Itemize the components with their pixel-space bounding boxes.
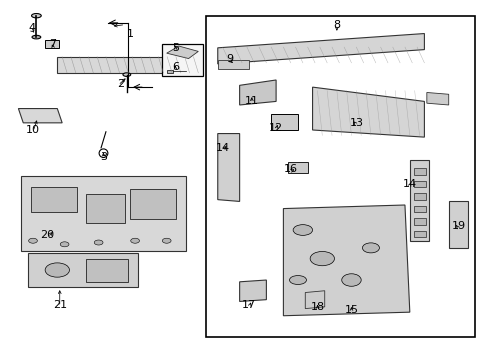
Polygon shape bbox=[448, 202, 467, 248]
Ellipse shape bbox=[94, 240, 103, 245]
Bar bbox=[86, 258, 127, 282]
Text: 11: 11 bbox=[244, 96, 258, 107]
Text: 10: 10 bbox=[26, 125, 40, 135]
Polygon shape bbox=[239, 280, 266, 301]
Text: 20: 20 bbox=[41, 230, 55, 240]
Ellipse shape bbox=[289, 275, 306, 284]
Text: 8: 8 bbox=[333, 19, 340, 30]
Ellipse shape bbox=[162, 238, 171, 243]
Text: 3: 3 bbox=[100, 152, 107, 162]
Polygon shape bbox=[217, 60, 249, 69]
Polygon shape bbox=[19, 109, 62, 123]
Bar bbox=[130, 189, 176, 219]
Ellipse shape bbox=[122, 73, 130, 76]
Bar bbox=[413, 168, 425, 175]
Ellipse shape bbox=[292, 225, 312, 235]
Bar bbox=[271, 114, 297, 130]
Text: 13: 13 bbox=[348, 118, 363, 128]
Ellipse shape bbox=[45, 263, 69, 277]
Polygon shape bbox=[217, 134, 239, 202]
Polygon shape bbox=[57, 57, 196, 73]
Bar bbox=[413, 181, 425, 187]
Ellipse shape bbox=[309, 251, 334, 266]
Text: 2: 2 bbox=[117, 78, 124, 89]
Text: 18: 18 bbox=[310, 302, 324, 312]
Polygon shape bbox=[426, 93, 448, 105]
Text: 14: 14 bbox=[402, 179, 416, 189]
Polygon shape bbox=[305, 291, 324, 309]
Text: 1: 1 bbox=[126, 28, 133, 39]
Bar bbox=[413, 231, 425, 237]
Polygon shape bbox=[409, 160, 428, 241]
Polygon shape bbox=[28, 253, 137, 287]
Polygon shape bbox=[312, 87, 424, 137]
Bar bbox=[45, 40, 59, 48]
Polygon shape bbox=[166, 46, 198, 59]
Ellipse shape bbox=[341, 274, 361, 286]
Text: 9: 9 bbox=[226, 54, 233, 64]
Polygon shape bbox=[239, 80, 276, 105]
Ellipse shape bbox=[32, 35, 41, 39]
Bar bbox=[162, 44, 203, 76]
Text: 15: 15 bbox=[344, 305, 358, 315]
Polygon shape bbox=[217, 33, 424, 64]
Text: 21: 21 bbox=[53, 300, 67, 310]
Text: 16: 16 bbox=[283, 164, 297, 174]
Bar bbox=[413, 206, 425, 212]
Ellipse shape bbox=[130, 238, 139, 243]
Text: 5: 5 bbox=[172, 43, 179, 53]
Bar bbox=[30, 187, 77, 212]
Text: 17: 17 bbox=[242, 300, 256, 310]
Text: 19: 19 bbox=[450, 221, 465, 231]
Bar bbox=[413, 218, 425, 225]
Ellipse shape bbox=[29, 238, 37, 243]
Text: 4: 4 bbox=[28, 23, 35, 33]
Text: 6: 6 bbox=[172, 63, 179, 72]
Text: 7: 7 bbox=[49, 39, 56, 49]
Text: 12: 12 bbox=[268, 123, 283, 133]
Bar bbox=[86, 194, 125, 223]
Text: 14: 14 bbox=[215, 143, 229, 153]
Bar bbox=[287, 162, 307, 173]
Polygon shape bbox=[21, 176, 186, 251]
Ellipse shape bbox=[60, 242, 69, 247]
Bar bbox=[166, 70, 172, 73]
Ellipse shape bbox=[362, 243, 379, 253]
Bar bbox=[413, 193, 425, 200]
Ellipse shape bbox=[31, 14, 41, 18]
Polygon shape bbox=[283, 205, 409, 316]
